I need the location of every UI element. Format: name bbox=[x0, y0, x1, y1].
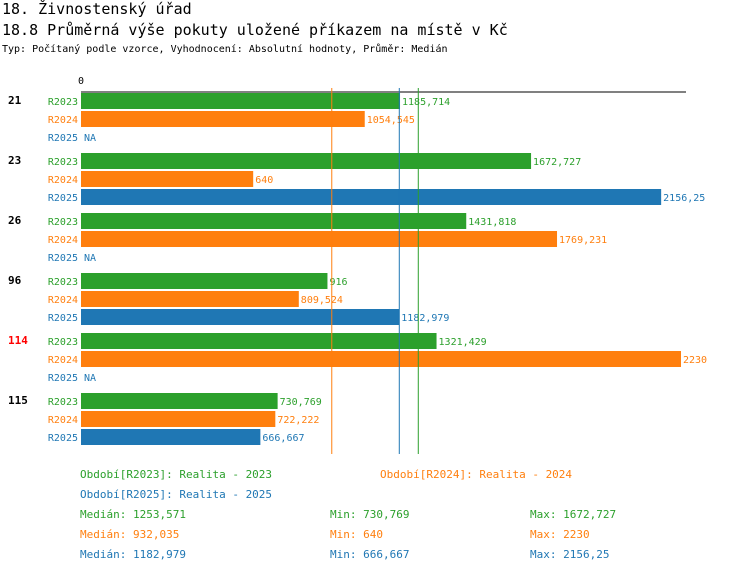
group-label-114: 114 bbox=[8, 334, 28, 347]
bar-23-R2025 bbox=[81, 189, 662, 205]
series-label-26-R2025: R2025 bbox=[48, 253, 78, 264]
group-label-26: 26 bbox=[8, 214, 22, 227]
bar-value-21-R2023: 1185,714 bbox=[402, 97, 450, 108]
bar-96-R2023 bbox=[81, 273, 328, 289]
bar-96-R2024 bbox=[81, 291, 299, 307]
na-label-114-R2025: NA bbox=[84, 373, 96, 384]
bar-value-96-R2025: 1182,979 bbox=[401, 313, 449, 324]
bar-115-R2025 bbox=[81, 429, 261, 445]
group-label-23: 23 bbox=[8, 154, 21, 167]
bar-value-114-R2023: 1321,429 bbox=[439, 337, 487, 348]
series-label-114-R2024: R2024 bbox=[48, 355, 78, 366]
stat-max-2025: Max: 2156,25 bbox=[530, 548, 610, 561]
bar-value-115-R2025: 666,667 bbox=[262, 433, 304, 444]
stat-max-2024: Max: 2230 bbox=[530, 528, 590, 541]
stat-min-2024: Min: 640 bbox=[330, 528, 383, 541]
bar-115-R2024 bbox=[81, 411, 276, 427]
bar-21-R2024 bbox=[81, 111, 365, 127]
series-label-115-R2024: R2024 bbox=[48, 415, 78, 426]
stat-median-2025: Medián: 1182,979 bbox=[80, 548, 186, 561]
series-label-114-R2025: R2025 bbox=[48, 373, 78, 384]
stat-min-2023: Min: 730,769 bbox=[330, 508, 410, 521]
stat-min-2025: Min: 666,667 bbox=[330, 548, 410, 561]
bar-value-26-R2023: 1431,818 bbox=[468, 217, 516, 228]
page-title: 18. Živnostenský úřad bbox=[2, 0, 192, 18]
bar-value-115-R2023: 730,769 bbox=[280, 397, 322, 408]
bar-23-R2024 bbox=[81, 171, 254, 187]
na-label-26-R2025: NA bbox=[84, 253, 96, 264]
series-label-115-R2025: R2025 bbox=[48, 433, 78, 444]
legend-period-2024: Období[R2024]: Realita - 2024 bbox=[380, 468, 573, 481]
bar-23-R2023 bbox=[81, 153, 532, 169]
series-label-21-R2024: R2024 bbox=[48, 115, 78, 126]
bar-value-115-R2024: 722,222 bbox=[277, 415, 319, 426]
group-label-96: 96 bbox=[8, 274, 22, 287]
series-label-21-R2025: R2025 bbox=[48, 133, 78, 144]
series-label-115-R2023: R2023 bbox=[48, 397, 78, 408]
chart-subtitle: 18.8 Průměrná výše pokuty uložené příkaz… bbox=[2, 21, 508, 39]
bar-value-26-R2024: 1769,231 bbox=[559, 235, 607, 246]
series-label-96-R2024: R2024 bbox=[48, 295, 78, 306]
series-label-96-R2023: R2023 bbox=[48, 277, 78, 288]
stat-median-2024: Medián: 932,035 bbox=[80, 528, 180, 541]
series-label-23-R2025: R2025 bbox=[48, 193, 78, 204]
bar-value-96-R2023: 916 bbox=[329, 277, 347, 288]
series-label-26-R2023: R2023 bbox=[48, 217, 78, 228]
bar-96-R2025 bbox=[81, 309, 400, 325]
group-label-21: 21 bbox=[8, 94, 22, 107]
bar-value-21-R2024: 1054,545 bbox=[367, 115, 415, 126]
na-label-21-R2025: NA bbox=[84, 133, 96, 144]
bar-115-R2023 bbox=[81, 393, 278, 409]
bar-26-R2024 bbox=[81, 231, 558, 247]
bar-value-96-R2024: 809,524 bbox=[301, 295, 343, 306]
axis-zero-label: 0 bbox=[78, 76, 84, 87]
series-label-23-R2024: R2024 bbox=[48, 175, 78, 186]
series-label-96-R2025: R2025 bbox=[48, 313, 78, 324]
bar-value-23-R2025: 2156,25 bbox=[663, 193, 705, 204]
bar-value-114-R2024: 2230 bbox=[683, 355, 707, 366]
bar-value-23-R2024: 640 bbox=[255, 175, 273, 186]
stat-median-2023: Medián: 1253,571 bbox=[80, 508, 186, 521]
group-label-115: 115 bbox=[8, 394, 28, 407]
bar-114-R2023 bbox=[81, 333, 437, 349]
stat-max-2023: Max: 1672,727 bbox=[530, 508, 617, 521]
bar-21-R2023 bbox=[81, 93, 401, 109]
bar-26-R2023 bbox=[81, 213, 467, 229]
series-label-21-R2023: R2023 bbox=[48, 97, 78, 108]
series-label-23-R2023: R2023 bbox=[48, 157, 78, 168]
series-label-26-R2024: R2024 bbox=[48, 235, 78, 246]
legend-period-2025: Období[R2025]: Realita - 2025 bbox=[80, 488, 273, 501]
legend-period-2023: Období[R2023]: Realita - 2023 bbox=[80, 468, 273, 481]
bar-chart: 0 21 R2023 1185,714 R2024 1054,545 R2025 NA 23 R2… bbox=[8, 76, 707, 454]
chart-meta: Typ: Počítaný podle vzorce, Vyhodnocení:… bbox=[2, 44, 448, 55]
series-label-114-R2023: R2023 bbox=[48, 337, 78, 348]
bar-value-23-R2023: 1672,727 bbox=[533, 157, 581, 168]
bar-114-R2024 bbox=[81, 351, 681, 367]
